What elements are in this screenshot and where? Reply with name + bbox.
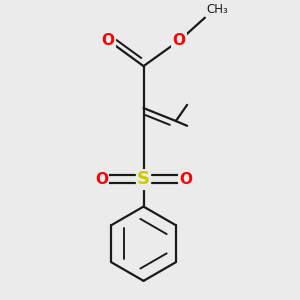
Text: CH₃: CH₃ — [206, 3, 228, 16]
Text: S: S — [137, 170, 150, 188]
Text: O: O — [95, 172, 108, 187]
Text: O: O — [101, 33, 115, 48]
Text: O: O — [172, 33, 186, 48]
Text: O: O — [179, 172, 192, 187]
